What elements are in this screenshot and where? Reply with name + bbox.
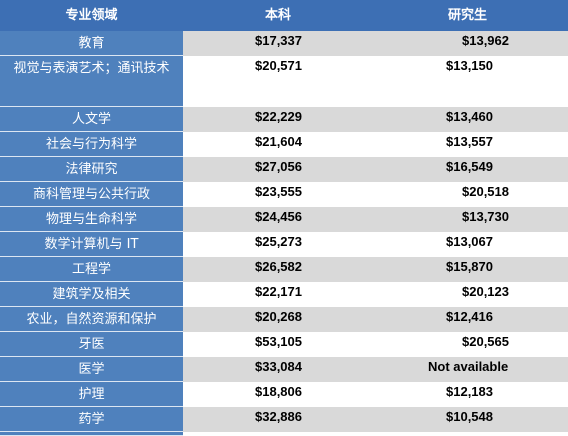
table-row: 医学 $33,084 Not available <box>0 357 568 382</box>
row-label-cell: 视觉与表演艺术；通讯技术 <box>0 56 183 107</box>
value-cell: $22,171 <box>183 282 385 307</box>
table-row: 人文学 $22,229 $13,460 <box>0 107 568 132</box>
value-text: $24,456 <box>255 209 302 224</box>
value-cell: $10,548 <box>385 407 568 432</box>
value-text: Not available <box>428 359 509 374</box>
value-text: $26,582 <box>255 259 302 274</box>
value-text: $53,105 <box>255 334 302 349</box>
row-label-cell: 医学 <box>0 357 183 382</box>
row-edge <box>0 432 568 436</box>
value-text: $20,268 <box>255 309 302 324</box>
header-cell: 本科 <box>265 8 292 23</box>
value-text: $18,806 <box>255 384 302 399</box>
value-cell: $20,268 <box>183 307 385 332</box>
value-cell: $20,565 <box>385 332 568 357</box>
row-label-cell: 商科管理与公共行政 <box>0 182 183 207</box>
row-label-cell: 牙医 <box>0 332 183 357</box>
value-text: $27,056 <box>255 159 302 174</box>
value-cell: Not available <box>385 357 568 382</box>
value-text: $13,150 <box>446 58 493 73</box>
value-text: $22,171 <box>255 284 302 299</box>
table-row: 牙医 $53,105 $20,565 <box>0 332 568 357</box>
value-text: $13,557 <box>446 134 493 149</box>
value-text: $20,518 <box>462 184 509 199</box>
value-cell: $53,105 <box>183 332 385 357</box>
table-row: 建筑学及相关 $22,171 $20,123 <box>0 282 568 307</box>
row-label-cell: 社会与行为科学 <box>0 132 183 157</box>
value-cell: $20,518 <box>385 182 568 207</box>
table-row: 护理 $18,806 $12,183 <box>0 382 568 407</box>
value-cell: $13,067 <box>385 232 568 257</box>
table-row: 农业，自然资源和保护 $20,268 $12,416 <box>0 307 568 332</box>
value-cell: $33,084 <box>183 357 385 382</box>
value-text: $32,886 <box>255 409 302 424</box>
value-cell: $18,806 <box>183 382 385 407</box>
table-row: 商科管理与公共行政 $23,555 $20,518 <box>0 182 568 207</box>
row-label-cell: 物理与生命科学 <box>0 207 183 232</box>
value-cell: $13,150 <box>385 56 568 107</box>
value-cell: $32,886 <box>183 407 385 432</box>
row-label-cell: 人文学 <box>0 107 183 132</box>
value-cell: $27,056 <box>183 157 385 182</box>
value-cell: $13,962 <box>385 31 568 56</box>
row-label-cell: 工程学 <box>0 257 183 282</box>
value-cell: $13,730 <box>385 207 568 232</box>
value-text: $16,549 <box>446 159 493 174</box>
value-text: $17,337 <box>255 33 302 48</box>
row-label-cell: 数学计算机与 IT <box>0 232 183 257</box>
header-cell: 研究生 <box>448 8 488 23</box>
value-cell: $24,456 <box>183 207 385 232</box>
row-label-cell: 法律研究 <box>0 157 183 182</box>
value-text: $20,565 <box>462 334 509 349</box>
value-text: $22,229 <box>255 109 302 124</box>
table-row: 数学计算机与 IT $25,273 $13,067 <box>0 232 568 257</box>
value-cell: $26,582 <box>183 257 385 282</box>
value-text: $13,962 <box>462 33 509 48</box>
value-cell: $12,416 <box>385 307 568 332</box>
value-text: $33,084 <box>255 359 302 374</box>
value-cell: $21,604 <box>183 132 385 157</box>
row-label-cell: 药学 <box>0 407 183 432</box>
table-row: 药学 $32,886 $10,548 <box>0 407 568 432</box>
value-text: $20,123 <box>462 284 509 299</box>
row-label-cell: 护理 <box>0 382 183 407</box>
value-cell: $20,123 <box>385 282 568 307</box>
value-cell: $16,549 <box>385 157 568 182</box>
row-label-cell: 建筑学及相关 <box>0 282 183 307</box>
header-row: 专业领域 本科 研究生 <box>0 0 568 31</box>
row-label-cell: 教育 <box>0 31 183 56</box>
value-text: $13,067 <box>446 234 493 249</box>
header-cell: 专业领域 <box>65 8 118 23</box>
value-cell: $13,557 <box>385 132 568 157</box>
table-row: 教育 $17,337 $13,962 <box>0 31 568 56</box>
value-text: $12,183 <box>446 384 493 399</box>
value-text: $20,571 <box>255 58 302 73</box>
value-cell: $23,555 <box>183 182 385 207</box>
value-cell: $13,460 <box>385 107 568 132</box>
value-text: $23,555 <box>255 184 302 199</box>
value-text: $25,273 <box>255 234 302 249</box>
table-row: 社会与行为科学 $21,604 $13,557 <box>0 132 568 157</box>
table-row: 法律研究 $27,056 $16,549 <box>0 157 568 182</box>
table-row: 物理与生命科学 $24,456 $13,730 <box>0 207 568 232</box>
value-cell: $17,337 <box>183 31 385 56</box>
row-label-cell <box>0 432 183 436</box>
table-row: 视觉与表演艺术；通讯技术 $20,571 $13,150 <box>0 56 568 107</box>
value-text: $13,460 <box>446 109 493 124</box>
table-row: 工程学 $26,582 $15,870 <box>0 257 568 282</box>
row-label-cell: 农业，自然资源和保护 <box>0 307 183 332</box>
value-text: $21,604 <box>255 134 302 149</box>
value-cell: $12,183 <box>385 382 568 407</box>
value-text: $15,870 <box>446 259 493 274</box>
value-cell: $15,870 <box>385 257 568 282</box>
value-cell: $22,229 <box>183 107 385 132</box>
value-cell: $20,571 <box>183 56 385 107</box>
value-text: $13,730 <box>462 209 509 224</box>
value-text: $12,416 <box>446 309 493 324</box>
value-text: $10,548 <box>446 409 493 424</box>
value-cell: $25,273 <box>183 232 385 257</box>
